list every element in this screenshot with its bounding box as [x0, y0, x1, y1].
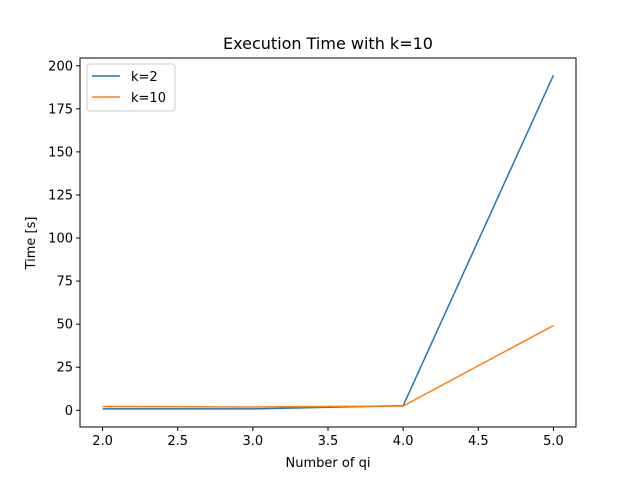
y-tick-label: 50: [56, 318, 73, 333]
x-tick-label: 3.5: [318, 434, 339, 449]
x-tick-label: 2.0: [92, 434, 113, 449]
series-line-k2: [102, 74, 555, 410]
chart-title: Execution Time with k=10: [223, 34, 433, 53]
y-tick-label: 150: [48, 145, 73, 160]
legend-label-k10: k=10: [131, 91, 166, 106]
y-axis: 0 25 50 75 100 125 150 175 200: [48, 59, 80, 419]
y-tick-label: 25: [56, 361, 73, 376]
y-tick-label: 75: [56, 275, 73, 290]
series-lines: [102, 74, 555, 410]
y-tick-label: 100: [48, 232, 73, 247]
series-line-k10: [102, 324, 554, 408]
x-tick-label: 4.0: [393, 434, 414, 449]
legend: k=2 k=10: [86, 63, 176, 112]
x-axis: 2.0 2.5 3.0 3.5 4.0 4.5 5.0: [92, 427, 564, 449]
y-tick-label: 0: [65, 404, 73, 419]
y-tick-label: 125: [48, 188, 73, 203]
y-tick-label: 175: [48, 102, 73, 117]
x-tick-label: 5.0: [543, 434, 564, 449]
x-tick-label: 3.0: [243, 434, 264, 449]
y-tick-label: 200: [48, 59, 73, 74]
legend-label-k2: k=2: [131, 70, 158, 85]
x-tick-label: 4.5: [468, 434, 489, 449]
y-axis-label: Time [s]: [24, 217, 39, 271]
x-tick-label: 2.5: [167, 434, 188, 449]
x-axis-label: Number of qi: [286, 456, 371, 471]
